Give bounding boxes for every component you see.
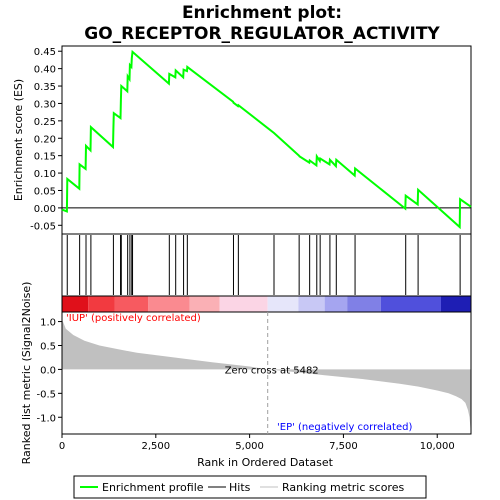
metric-x-tick-label: 2,500 [141, 441, 170, 452]
metric-y-tick-label: 0.5 [40, 341, 56, 352]
negative-correlation-label: 'EP' (negatively correlated) [277, 422, 412, 433]
legend: Enrichment profile Hits Ranking metric s… [74, 476, 426, 498]
heat-bar-segment [268, 296, 299, 312]
metric-y-tick-label: 0.0 [40, 365, 56, 376]
es-y-tick-label: 0.05 [34, 186, 56, 197]
metric-y-tick-label: 1.0 [40, 318, 56, 329]
positive-correlation-label: 'IUP' (positively correlated) [66, 313, 201, 324]
metric-x-ticks: 0 2,500 5,000 7,500 10,000 [59, 434, 455, 452]
enrichment-profile-line [62, 52, 471, 227]
zero-cross-label: Zero cross at 5482 [225, 365, 319, 376]
ranking-metric-area [62, 319, 471, 434]
es-y-tick-label: 0.35 [34, 82, 56, 93]
legend-hits-label: Hits [229, 481, 251, 494]
chart-title-line-2: GO_RECEPTOR_REGULATOR_ACTIVITY [84, 24, 440, 44]
heat-bar-segment [115, 296, 149, 312]
es-panel: -0.05 0.00 0.05 0.10 0.15 0.20 0.25 0.30 0.35 0.4… [12, 46, 471, 234]
es-y-tick-label: 0.00 [34, 204, 56, 215]
es-y-tick-label: 0.15 [34, 152, 56, 163]
heat-bar-segment [441, 296, 471, 312]
metric-x-tick-label: 5,000 [235, 441, 264, 452]
heat-bar-segment [347, 296, 381, 312]
metric-x-tick-label: 0 [59, 441, 65, 452]
legend-enrichment-label: Enrichment profile [102, 481, 204, 494]
heat-bar-segment [220, 296, 268, 312]
metric-x-axis-label: Rank in Ordered Dataset [197, 456, 334, 469]
metric-y-ticks: -1.0 -0.5 0.0 0.5 1.0 [36, 318, 62, 425]
es-y-tick-label: 0.30 [34, 99, 56, 110]
ranking-heat-bar [62, 296, 471, 312]
metric-y-tick-label: -0.5 [36, 389, 56, 400]
hits-panel-frame [62, 234, 471, 296]
es-panel-frame [62, 46, 471, 234]
hits-panel [62, 234, 471, 296]
heat-bar-segment [190, 296, 220, 312]
metric-y-tick-label: -1.0 [36, 413, 56, 424]
legend-metric-label: Ranking metric scores [282, 481, 404, 494]
es-y-tick-label: -0.05 [30, 221, 56, 232]
heat-bar-segment [325, 296, 348, 312]
es-y-ticks: -0.05 0.00 0.05 0.10 0.15 0.20 0.25 0.30 0.35 0.4… [30, 47, 62, 232]
chart-title-line-1: Enrichment plot: [182, 3, 342, 23]
heat-bar-segment [298, 296, 324, 312]
es-y-tick-label: 0.40 [34, 65, 56, 76]
heat-bar-segment [148, 296, 189, 312]
metric-x-tick-label: 10,000 [420, 441, 455, 452]
metric-x-tick-label: 7,500 [329, 441, 358, 452]
heat-bar-segment [62, 296, 88, 312]
metric-y-axis-label: Ranked list metric (Signal2Noise) [20, 282, 33, 465]
es-y-tick-label: 0.10 [34, 169, 56, 180]
heat-bar-segment [381, 296, 441, 312]
es-y-tick-label: 0.20 [34, 134, 56, 145]
es-y-tick-label: 0.45 [34, 47, 56, 58]
es-y-axis-label: Enrichment score (ES) [12, 79, 25, 201]
heat-bar-segment [88, 296, 114, 312]
es-y-tick-label: 0.25 [34, 117, 56, 128]
